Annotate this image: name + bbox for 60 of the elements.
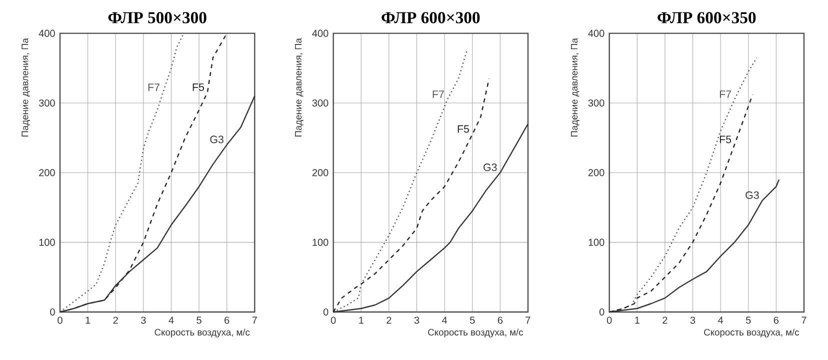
- series-label: G3: [746, 191, 759, 199]
- x-tick-label: 3: [141, 316, 146, 324]
- x-tick-label: 5: [470, 316, 475, 324]
- x-tick-label: 5: [746, 316, 751, 324]
- y-tick-label: 300: [38, 99, 55, 107]
- series-label: F5: [458, 125, 469, 133]
- x-axis-title: Скорость воздуха, м/с: [704, 328, 800, 338]
- x-tick-label: 1: [86, 316, 90, 324]
- x-tick-label: 0: [606, 316, 612, 324]
- series-label: F7: [720, 90, 731, 98]
- x-tick-label: 5: [196, 316, 202, 324]
- y-tick-label: 400: [38, 30, 55, 37]
- x-tick-label: 7: [802, 316, 806, 324]
- chart-title: ФЛР 600×350: [658, 12, 756, 24]
- chart-title: ФЛР 500×300: [108, 12, 206, 24]
- series-label: G3: [484, 164, 497, 172]
- x-axis-title: Скорость воздуха, м/с: [428, 328, 524, 338]
- y-tick-label: 400: [312, 30, 328, 37]
- line-series: [59, 95, 256, 313]
- x-tick-label: 0: [58, 316, 62, 324]
- x-tick-label: 3: [690, 316, 696, 324]
- y-axis-title: Падение давления, Па: [22, 38, 30, 136]
- x-tick-label: 1: [635, 316, 640, 324]
- x-tick-label: 6: [498, 316, 503, 324]
- x-tick-label: 3: [414, 316, 420, 324]
- y-tick-label: 200: [312, 169, 328, 176]
- y-tick-label: 100: [312, 238, 328, 246]
- x-tick-label: 2: [386, 316, 392, 324]
- series-label: F7: [432, 90, 444, 98]
- x-axis-title: Скорость воздуха, м/с: [154, 328, 250, 338]
- x-tick-label: 2: [113, 316, 118, 324]
- x-tick-label: 1: [359, 316, 364, 324]
- line-series: [608, 179, 780, 313]
- x-tick-label: 6: [774, 316, 779, 324]
- y-tick-label: 200: [39, 169, 55, 176]
- x-tick-label: 2: [662, 316, 668, 324]
- y-tick-label: 400: [588, 30, 604, 37]
- series-label: F7: [148, 84, 160, 91]
- y-tick-label: 0: [599, 308, 604, 316]
- y-tick-label: 100: [588, 238, 604, 246]
- series-label: G3: [210, 136, 224, 144]
- y-axis-title: Падение давления, Па: [571, 38, 580, 136]
- x-tick-label: 4: [168, 316, 174, 324]
- y-tick-label: 300: [312, 99, 328, 107]
- y-axis-title: Падение давления, Па: [295, 38, 304, 136]
- chart-title: ФЛР 600×300: [382, 12, 480, 24]
- series-label: F5: [192, 84, 204, 91]
- line-series: [332, 123, 529, 313]
- x-tick-label: 4: [718, 316, 724, 324]
- y-tick-label: 300: [588, 99, 604, 107]
- y-tick-label: 0: [323, 308, 328, 316]
- series-label: F5: [720, 136, 732, 144]
- x-tick-label: 6: [224, 316, 230, 324]
- y-tick-label: 200: [588, 169, 604, 176]
- y-tick-label: 100: [39, 238, 55, 246]
- x-tick-label: 7: [526, 316, 530, 324]
- x-tick-label: 0: [330, 316, 336, 324]
- y-tick-label: 0: [50, 308, 55, 316]
- x-tick-label: 7: [252, 316, 257, 324]
- x-tick-label: 4: [442, 316, 448, 324]
